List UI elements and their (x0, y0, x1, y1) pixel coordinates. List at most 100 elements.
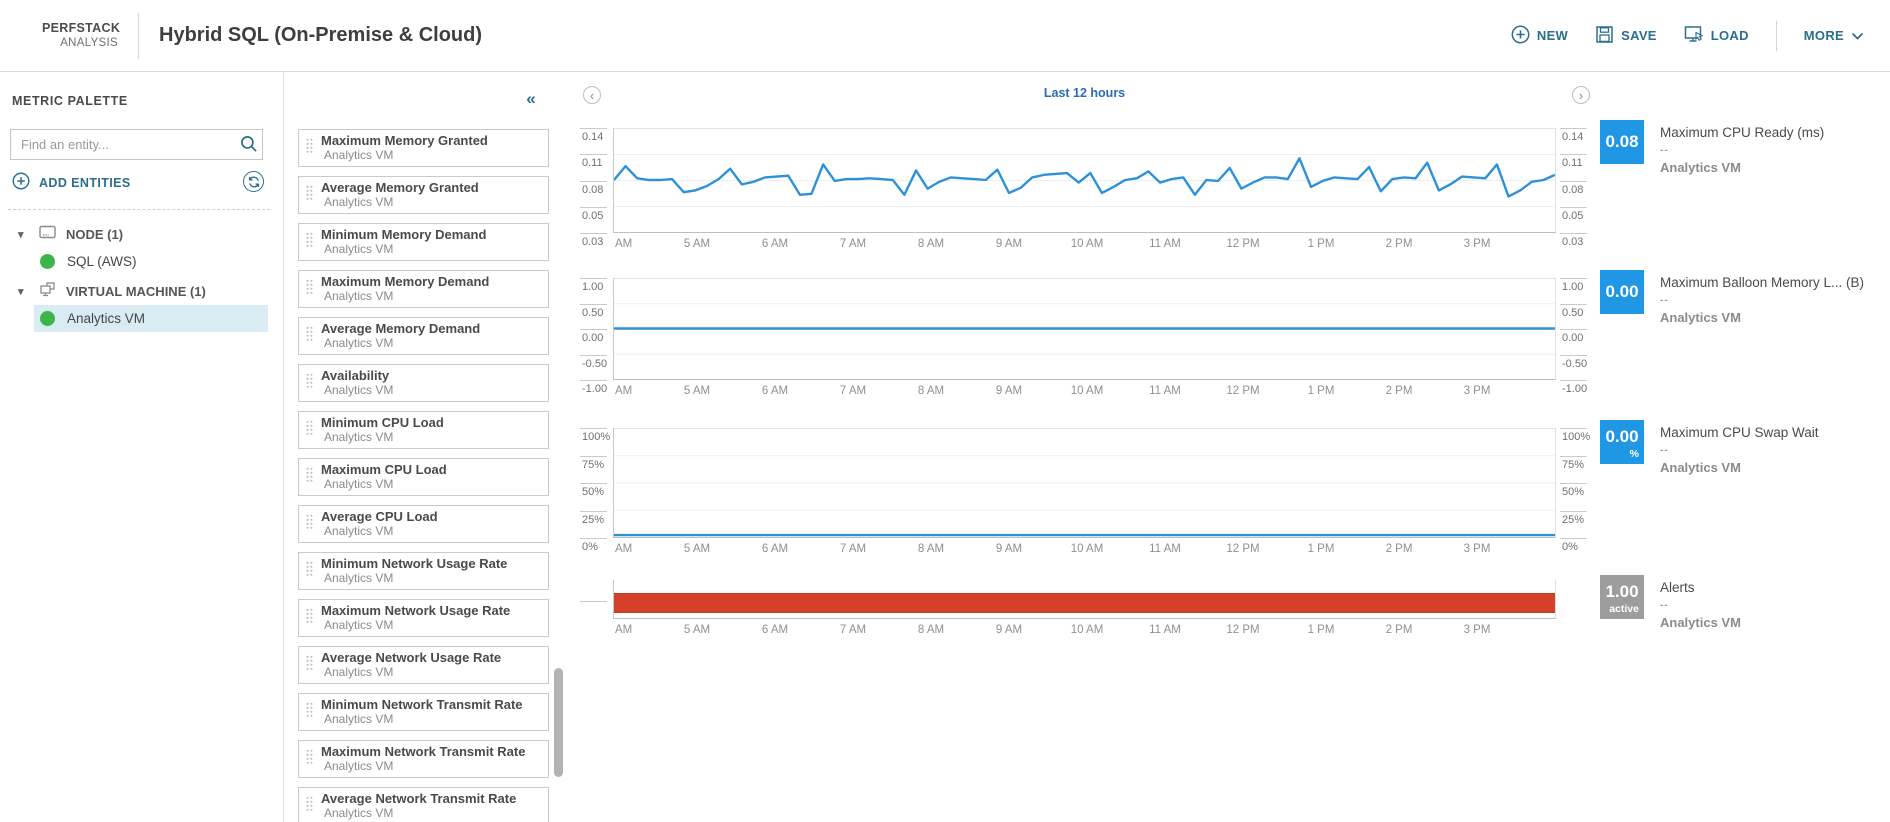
metric-dashes: -- (1660, 145, 1669, 156)
metric-entity: Analytics VM (324, 523, 394, 538)
save-button[interactable]: SAVE (1595, 25, 1657, 47)
drag-handle-icon[interactable] (306, 232, 313, 253)
metric-entity: Analytics VM (324, 570, 394, 585)
x-tick-label: 8 AM (917, 624, 945, 636)
drag-handle-icon[interactable] (306, 608, 313, 629)
search-input[interactable] (10, 129, 263, 160)
metric-entity: Analytics VM (324, 476, 394, 491)
metric-card[interactable]: Maximum Network Usage Rate Analytics VM (298, 599, 549, 637)
y-tick-label: 0.50 (582, 307, 604, 319)
metric-card[interactable]: Maximum CPU Load Analytics VM (298, 458, 549, 496)
metric-card[interactable]: Average CPU Load Analytics VM (298, 505, 549, 543)
metric-card[interactable]: Availability Analytics VM (298, 364, 549, 402)
refresh-icon[interactable] (243, 171, 264, 192)
metric-card[interactable]: Average Network Transmit Rate Analytics V… (298, 787, 549, 822)
drag-handle-icon[interactable] (306, 561, 313, 582)
x-tick-label: 2 PM (1385, 624, 1413, 636)
drag-handle-icon[interactable] (306, 514, 313, 535)
add-entities-row: ADD ENTITIES (12, 171, 272, 196)
chevron-down-icon (1851, 28, 1864, 43)
y-axis-left: 1.00 0.50 0.00 -0.50 -1.00 (580, 278, 610, 398)
chart-plot[interactable] (613, 428, 1556, 538)
chart-plot[interactable] (613, 580, 1556, 619)
more-button[interactable]: MORE (1804, 28, 1864, 43)
metric-label: Maximum Network Transmit Rate (321, 743, 526, 759)
x-tick-label: 2 PM (1385, 385, 1413, 397)
badge-unit: % (1629, 448, 1639, 460)
drag-handle-icon[interactable] (306, 420, 313, 441)
drag-handle-icon[interactable] (306, 185, 313, 206)
tree-group-vm[interactable]: ▾ VIRTUAL MACHINE (1) (0, 277, 283, 305)
metric-list-scrollbar[interactable] (554, 668, 563, 777)
metric-entity: Analytics VM (324, 288, 394, 303)
collapse-palette-button[interactable]: « (518, 86, 544, 112)
metric-value-badge: 0.00 (1600, 270, 1644, 314)
x-tick-label: 5 AM (683, 385, 711, 397)
y-tick-label: 0.08 (582, 184, 604, 196)
drag-handle-icon[interactable] (306, 702, 313, 723)
tree-entity-sql-aws-[interactable]: SQL (AWS) (34, 248, 268, 275)
metric-entity: Analytics VM (324, 758, 394, 773)
new-button[interactable]: NEW (1511, 25, 1568, 47)
caret-down-icon[interactable]: ▾ (18, 228, 24, 241)
load-button[interactable]: LOAD (1684, 25, 1749, 47)
status-up-icon (40, 311, 55, 326)
drag-handle-icon[interactable] (306, 326, 313, 347)
add-entities-button[interactable]: ADD ENTITIES (12, 172, 131, 193)
badge-unit: active (1609, 603, 1639, 615)
time-prev-button[interactable]: ‹ (583, 86, 601, 104)
search-icon[interactable] (240, 135, 258, 156)
tree-entity-label: SQL (AWS) (67, 254, 137, 269)
drag-handle-icon[interactable] (306, 749, 313, 770)
metric-label: Minimum Network Transmit Rate (321, 696, 523, 712)
tree-group-node[interactable]: ▾ NODE (1) (0, 220, 283, 248)
x-tick-label: 12 PM (1226, 385, 1260, 397)
drag-handle-icon[interactable] (306, 467, 313, 488)
y-tick-label: 0.00 (1562, 332, 1584, 344)
metric-entity: Analytics VM (324, 711, 394, 726)
y-tick-label: -1.00 (582, 383, 608, 395)
metric-card[interactable]: Maximum Memory Granted Analytics VM (298, 129, 549, 167)
metric-card[interactable]: Minimum Memory Demand Analytics VM (298, 223, 549, 261)
x-tick-label: 10 AM (1070, 624, 1104, 636)
x-tick-label: 7 AM (839, 624, 867, 636)
metric-card[interactable]: Maximum Network Transmit Rate Analytics V… (298, 740, 549, 778)
metric-title: Alerts (1660, 580, 1695, 595)
status-up-icon (40, 254, 55, 269)
drag-handle-icon[interactable] (306, 655, 313, 676)
metric-card[interactable]: Minimum Network Transmit Rate Analytics V… (298, 693, 549, 731)
drag-handle-icon[interactable] (306, 373, 313, 394)
tree-entity-analytics-vm[interactable]: Analytics VM (34, 305, 268, 332)
x-tick-label: 1 PM (1307, 624, 1335, 636)
caret-down-icon[interactable]: ▾ (18, 285, 24, 298)
y-tick-label: 50% (1562, 486, 1585, 498)
x-tick-label: 11 AM (1149, 624, 1181, 636)
metric-meta: Alerts -- Analytics VM (1660, 580, 1885, 630)
metric-value-badge: 1.00 active (1600, 575, 1644, 619)
chart-plot[interactable] (613, 278, 1556, 380)
new-button-label: NEW (1536, 28, 1569, 43)
time-next-button[interactable]: › (1572, 86, 1590, 104)
metric-card[interactable]: Maximum Memory Demand Analytics VM (298, 270, 549, 308)
y-axis-left: 0.14 0.11 0.08 0.05 0.03 (580, 128, 610, 251)
drag-handle-icon[interactable] (306, 138, 313, 159)
metric-card[interactable]: Minimum CPU Load Analytics VM (298, 411, 549, 449)
metric-card[interactable]: Average Memory Demand Analytics VM (298, 317, 549, 355)
time-range-label: Last 12 hours (1043, 86, 1126, 100)
x-axis-labels: AM 5 AM 6 AM 7 AM 8 AM 9 AM 10 AM 11 AM 12 PM 1 P… (613, 238, 1556, 253)
top-bar: PERFSTACK ANALYSIS Hybrid SQL (On-Premis… (0, 0, 1890, 72)
metric-label: Maximum Memory Granted (321, 132, 488, 148)
x-tick-label: 7 AM (839, 385, 867, 397)
metric-card[interactable]: Average Network Usage Rate Analytics VM (298, 646, 549, 684)
entity-search (10, 129, 263, 160)
x-tick-label: AM (615, 238, 633, 250)
x-tick-label: 9 AM (995, 385, 1023, 397)
drag-handle-icon[interactable] (306, 279, 313, 300)
plus-circle-icon (12, 172, 30, 193)
metric-card[interactable]: Minimum Network Usage Rate Analytics VM (298, 552, 549, 590)
chart-plot[interactable] (613, 128, 1556, 233)
x-tick-label: 6 AM (761, 385, 789, 397)
metric-card[interactable]: Average Memory Granted Analytics VM (298, 176, 549, 214)
drag-handle-icon[interactable] (306, 796, 313, 817)
vm-icon (39, 281, 57, 301)
